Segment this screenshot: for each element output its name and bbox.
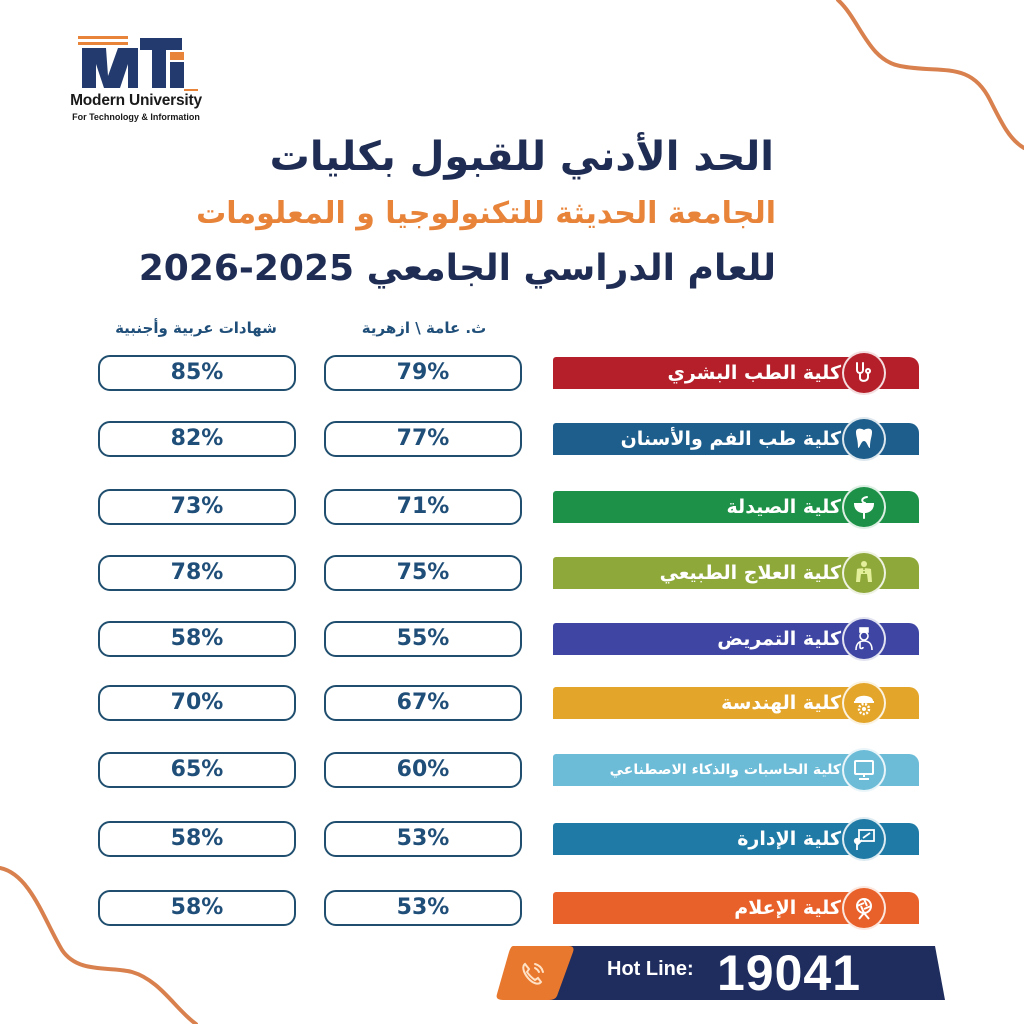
helmet-gear-icon (842, 681, 886, 725)
foreign-min-score: 73% (98, 489, 296, 525)
faculty-name: كلية الصيدلة (726, 496, 841, 518)
general-min-score: 55% (324, 621, 522, 657)
university-name: Modern University (70, 92, 202, 109)
faculty-name: كلية الهندسة (721, 692, 841, 714)
general-min-score: 71% (324, 489, 522, 525)
university-logo: Modern University For Technology & Infor… (48, 36, 224, 128)
general-min-score: 53% (324, 821, 522, 857)
mti-logo-mark (78, 36, 198, 91)
faculty-name: كلية الإعلام (734, 897, 841, 919)
faculty-row: 78% 75% كلية العلاج الطبيعي (0, 551, 1024, 595)
foreign-min-score: 58% (98, 821, 296, 857)
foreign-min-score: 82% (98, 421, 296, 457)
hotline-label: Hot Line: (607, 958, 694, 980)
faculty-row: 58% 53% كلية الإدارة (0, 817, 1024, 861)
computer-monitor-icon (842, 748, 886, 792)
hotline-background (496, 946, 945, 1000)
stethoscope-icon (842, 351, 886, 395)
phone-icon (522, 962, 544, 985)
faculty-row: 65% 60% كلية الحاسبات والذكاء الاصطناعي (0, 748, 1024, 792)
foreign-min-score: 65% (98, 752, 296, 788)
faculty-row: 73% 71% كلية الصيدلة (0, 485, 1024, 529)
nurse-icon (842, 617, 886, 661)
presentation-board-icon (842, 817, 886, 861)
tooth-icon (842, 417, 886, 461)
faculty-name: كلية الطب البشري (667, 362, 841, 384)
general-min-score: 79% (324, 355, 522, 391)
foreign-min-score: 78% (98, 555, 296, 591)
university-title: الجامعة الحديثة للتكنولوجيا و المعلومات (196, 196, 776, 231)
foreign-min-score: 85% (98, 355, 296, 391)
general-min-score: 67% (324, 685, 522, 721)
faculty-name: كلية العلاج الطبيعي (659, 562, 841, 584)
camera-shutter-icon (842, 886, 886, 930)
column-header-foreign: شهادات عربية وأجنبية (115, 319, 277, 337)
decorative-wave-bottom (0, 866, 198, 1024)
general-min-score: 75% (324, 555, 522, 591)
column-header-general: ث. عامة \ ازهرية (361, 319, 487, 337)
foreign-min-score: 58% (98, 621, 296, 657)
general-min-score: 60% (324, 752, 522, 788)
general-min-score: 53% (324, 890, 522, 926)
general-min-score: 77% (324, 421, 522, 457)
faculty-name: كلية طب الفم والأسنان (620, 428, 841, 450)
foreign-min-score: 58% (98, 890, 296, 926)
page-title: الحد الأدني للقبول بكليات (269, 134, 774, 180)
faculty-row: 70% 67% كلية الهندسة (0, 681, 1024, 725)
faculty-bar-dentistry: كلية طب الفم والأسنان (553, 423, 919, 455)
foreign-min-score: 70% (98, 685, 296, 721)
hotline-banner[interactable]: Hot Line: 19041 (495, 944, 945, 1002)
faculty-name: كلية التمريض (717, 628, 841, 650)
faculty-row: 58% 53% كلية الإعلام (0, 886, 1024, 930)
pharmacy-bowl-icon (842, 485, 886, 529)
university-subtitle: For Technology & Information (72, 112, 200, 122)
faculty-name: كلية الحاسبات والذكاء الاصطناعي (609, 762, 841, 778)
faculty-row: 58% 55% كلية التمريض (0, 617, 1024, 661)
faculty-row: 85% 79% كلية الطب البشري (0, 351, 1024, 395)
body-spine-icon (842, 551, 886, 595)
decorative-wave-top (836, 0, 1024, 150)
faculty-row: 82% 77% كلية طب الفم والأسنان (0, 417, 1024, 461)
faculty-name: كلية الإدارة (737, 828, 841, 850)
hotline-number[interactable]: 19041 (717, 945, 862, 1001)
academic-year-title: للعام الدراسي الجامعي 2025-2026 (138, 248, 776, 289)
